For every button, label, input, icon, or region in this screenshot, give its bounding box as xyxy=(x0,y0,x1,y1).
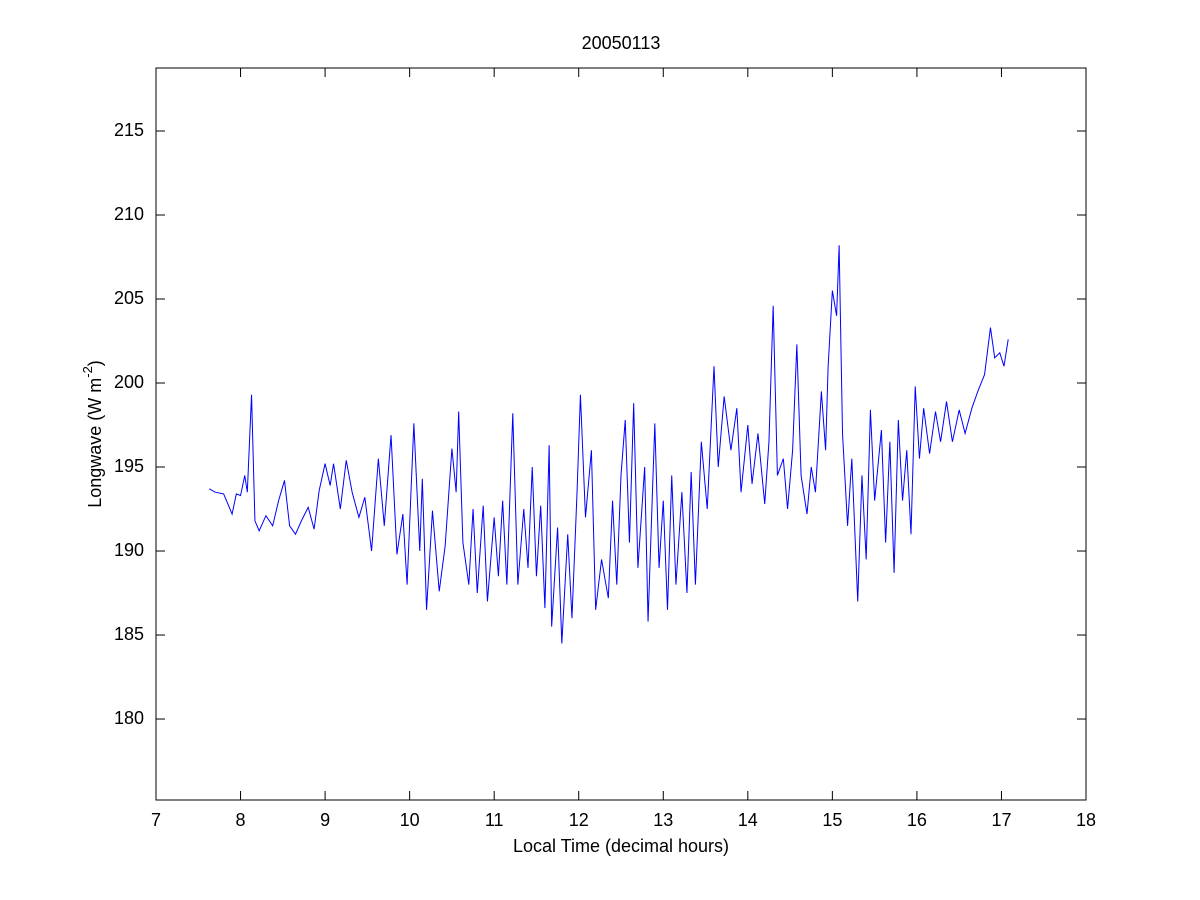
y-tick-label: 215 xyxy=(114,120,144,140)
x-tick-label: 9 xyxy=(320,810,330,830)
y-axis-label: Longwave (W m-2) xyxy=(80,360,104,508)
plot-area xyxy=(155,67,1087,801)
y-label-superscript: -2 xyxy=(80,366,95,378)
x-tick-label: 17 xyxy=(991,810,1011,830)
x-tick-label: 16 xyxy=(907,810,927,830)
y-tick-label: 200 xyxy=(114,372,144,392)
x-tick-label: 14 xyxy=(738,810,758,830)
x-axis-label: Local Time (decimal hours) xyxy=(513,836,729,856)
x-tick-label: 10 xyxy=(400,810,420,830)
y-tick-label: 185 xyxy=(114,624,144,644)
x-tick-label: 13 xyxy=(653,810,673,830)
x-tick-label: 12 xyxy=(569,810,589,830)
x-tick-label: 7 xyxy=(151,810,161,830)
x-tick-label: 11 xyxy=(485,810,504,830)
x-tick-label: 15 xyxy=(822,810,842,830)
x-tick-label: 18 xyxy=(1076,810,1096,830)
y-tick-label: 205 xyxy=(114,288,144,308)
data-line xyxy=(209,245,1009,644)
y-tick-label: 180 xyxy=(114,708,144,728)
y-label-text: ) xyxy=(85,360,105,366)
y-tick-label: 190 xyxy=(114,540,144,560)
y-label-text: Longwave (W m xyxy=(85,378,105,508)
y-tick-label: 195 xyxy=(114,456,144,476)
y-tick-label: 210 xyxy=(114,204,144,224)
x-tick-label: 8 xyxy=(236,810,246,830)
chart-title: 20050113 xyxy=(582,33,661,53)
